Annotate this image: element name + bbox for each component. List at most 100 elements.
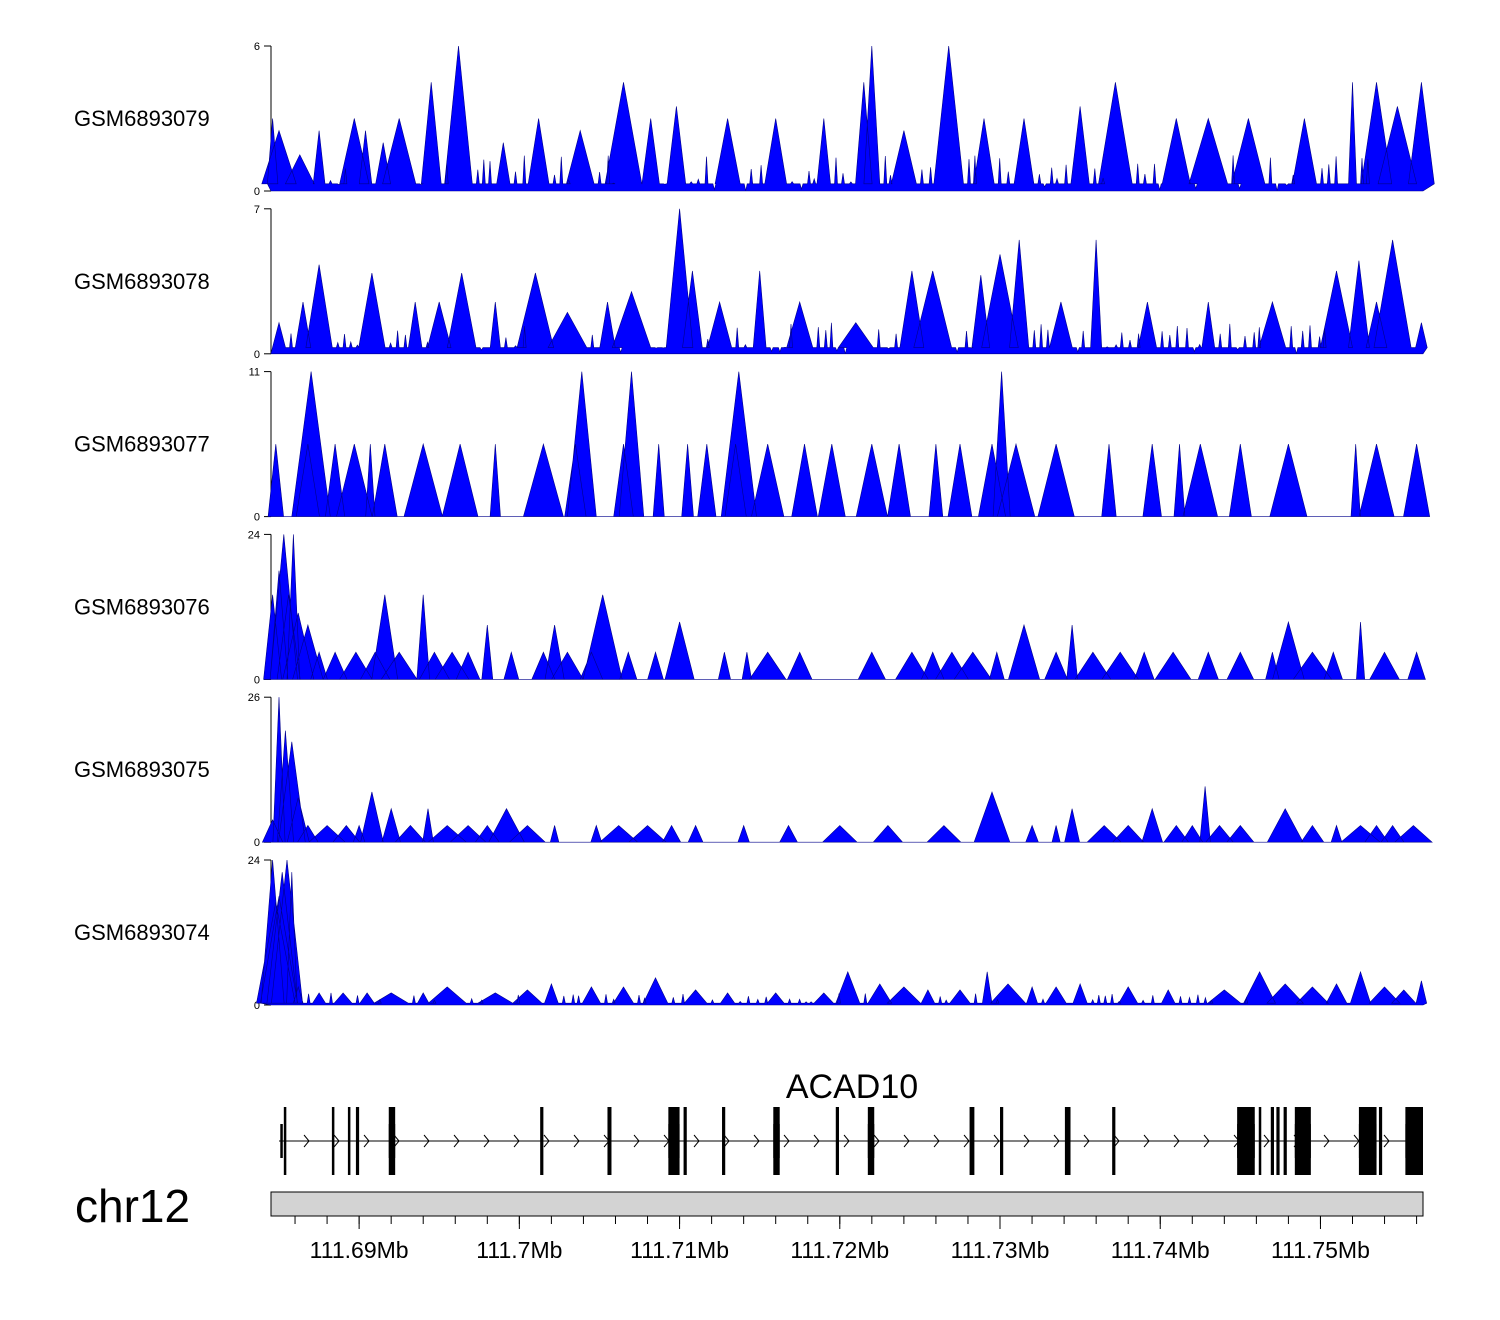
exon <box>1283 1107 1287 1175</box>
strand-arrow <box>1023 1134 1030 1148</box>
strand-arrow <box>543 1134 550 1148</box>
strand-arrow <box>1383 1134 1390 1148</box>
chromosome-label: chr12 <box>75 1180 190 1232</box>
exon-cds <box>1237 1124 1255 1158</box>
exon <box>331 1107 335 1175</box>
strand-arrow <box>1053 1134 1060 1148</box>
coverage-area <box>256 859 1428 1006</box>
track-GSM6893075: GSM6893075 26 0 <box>74 692 1433 849</box>
axis-tick-label: 111.72Mb <box>790 1237 889 1263</box>
y-tick-label: 0 <box>254 349 260 361</box>
exon <box>1112 1107 1116 1175</box>
exon <box>540 1107 544 1175</box>
strand-arrow <box>363 1134 370 1148</box>
exon <box>1000 1107 1004 1175</box>
strand-arrow <box>873 1134 880 1148</box>
track-label: GSM6893076 <box>74 594 210 619</box>
strand-arrow <box>333 1134 340 1148</box>
track-label: GSM6893075 <box>74 757 210 782</box>
axis-tick-label: 111.74Mb <box>1111 1237 1210 1263</box>
strand-arrow <box>783 1134 790 1148</box>
exon <box>835 1107 839 1175</box>
exon-cds <box>773 1124 780 1158</box>
track-GSM6893078: GSM6893078 7 0 <box>74 204 1428 361</box>
strand-arrow <box>1113 1134 1120 1148</box>
track-label: GSM6893077 <box>74 432 210 457</box>
strand-arrow <box>1143 1134 1150 1148</box>
ideogram-bar <box>270 1191 1424 1217</box>
y-tick-label: 26 <box>248 692 260 704</box>
exon <box>1258 1107 1262 1175</box>
strand-arrow <box>813 1134 820 1148</box>
y-tick-label: 24 <box>248 529 260 541</box>
exon <box>347 1107 351 1175</box>
coverage-tracks: GSM689307960GSM689307870GSM6893077110GSM… <box>74 41 1435 1012</box>
strand-arrow <box>633 1134 640 1148</box>
y-tick-label: 11 <box>249 367 260 379</box>
coverage-area <box>261 45 1435 192</box>
strand-arrow <box>1083 1134 1090 1148</box>
y-tick-label: 0 <box>254 837 260 849</box>
gene-model <box>279 1107 1423 1175</box>
track-label: GSM6893078 <box>74 269 210 294</box>
strand-arrow <box>1173 1134 1180 1148</box>
axis-ticks: 111.69Mb 111.7Mb 111.71Mb 111.72Mb 111.73Mb 1… <box>271 1215 1423 1263</box>
y-tick-label: 6 <box>254 41 260 53</box>
y-tick-label: 0 <box>254 674 260 686</box>
exon <box>1378 1107 1383 1175</box>
strand-arrow <box>933 1134 940 1148</box>
gene-track: ACAD10 <box>279 1068 1423 1175</box>
strand-arrow <box>963 1134 970 1148</box>
y-tick-label: 0 <box>254 512 260 524</box>
strand-arrow <box>303 1134 310 1148</box>
exon <box>355 1107 360 1175</box>
axis-tick-label: 111.71Mb <box>630 1237 729 1263</box>
exon <box>283 1107 287 1175</box>
strand-arrow <box>483 1134 490 1148</box>
strand-arrow <box>843 1134 850 1148</box>
strand-arrow <box>1323 1134 1330 1148</box>
y-tick-label: 0 <box>254 1000 260 1012</box>
coverage-area <box>263 534 1426 680</box>
strand-arrow <box>1203 1134 1210 1148</box>
strand-arrow <box>993 1134 1000 1148</box>
exon <box>722 1107 726 1175</box>
track-label: GSM6893074 <box>74 920 210 945</box>
gene-name-label: ACAD10 <box>786 1068 918 1106</box>
strand-arrow <box>693 1134 700 1148</box>
exon-cds <box>1294 1124 1311 1158</box>
strand-arrow <box>453 1134 460 1148</box>
track-GSM6893077: GSM6893077 11 0 <box>74 367 1431 524</box>
y-tick-label: 24 <box>248 855 260 867</box>
strand-arrow <box>903 1134 910 1148</box>
coverage-area <box>261 697 1433 843</box>
track-label: GSM6893079 <box>74 106 210 131</box>
exon-cds <box>1405 1124 1423 1158</box>
y-tick-label: 7 <box>254 204 260 216</box>
coverage-area <box>267 371 1431 517</box>
exon-cds <box>867 1124 875 1158</box>
axis-tick-label: 111.73Mb <box>951 1237 1050 1263</box>
strand-arrow <box>753 1134 760 1148</box>
track-GSM6893074: GSM6893074 24 0 <box>74 855 1428 1012</box>
exon <box>683 1107 687 1175</box>
exon-cds <box>388 1124 396 1158</box>
axis-tick-label: 111.7Mb <box>476 1237 562 1263</box>
y-tick-label: 0 <box>254 186 260 198</box>
chromosome-axis: chr12 111.69Mb 111.7Mb 111.71Mb 111.72Mb 111… <box>75 1180 1424 1263</box>
exon-cds <box>1358 1124 1377 1158</box>
strand-arrow <box>423 1134 430 1148</box>
coverage-area <box>270 208 1428 355</box>
axis-tick-label: 111.69Mb <box>310 1237 409 1263</box>
strand-arrow <box>393 1134 400 1148</box>
axis-tick-label: 111.75Mb <box>1271 1237 1370 1263</box>
strand-arrow <box>1263 1134 1270 1148</box>
exon <box>1064 1107 1071 1175</box>
exon <box>607 1107 612 1175</box>
exon <box>1270 1107 1274 1175</box>
strand-arrow <box>723 1134 730 1148</box>
exon <box>969 1107 975 1175</box>
track-GSM6893079: GSM6893079 6 0 <box>74 41 1435 198</box>
track-GSM6893076: GSM6893076 24 0 <box>74 529 1426 686</box>
